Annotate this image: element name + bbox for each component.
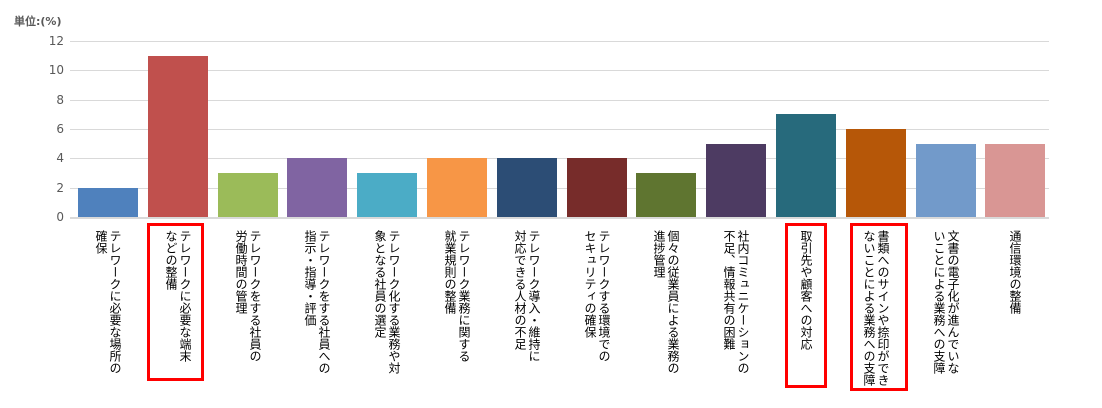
x-category-label: テレワークをする社員への 指示・指導・評価 [303, 230, 331, 374]
x-category-label: テレワークする環境での セキュリティの確保 [583, 230, 611, 362]
x-category-label: テレワーク導入・維持に 対応できる人材の不足 [513, 230, 541, 362]
gridline [70, 100, 1049, 101]
y-tick-label: 12 [48, 34, 64, 48]
gridline [70, 70, 1049, 71]
highlight-box [850, 223, 908, 391]
bar [427, 158, 487, 217]
bar [776, 114, 836, 217]
highlight-box [785, 223, 827, 388]
y-tick-label: 10 [48, 63, 64, 78]
gridline [70, 129, 1049, 130]
bar [985, 144, 1045, 217]
bar [706, 144, 766, 217]
x-category-label: 個々の従業員による業務の 進捗管理 [652, 230, 680, 374]
x-category-label: テレワークに必要な場所の 確保 [94, 230, 122, 374]
bar [846, 129, 906, 217]
x-category-label: テレワークに必要な端末 などの整備 [164, 230, 192, 362]
x-category-label: テレワークをする社員の 労働時間の管理 [234, 230, 262, 362]
bar [357, 173, 417, 217]
x-category-label: 文書の電子化が進んでいな いことによる業務への支障 [932, 230, 960, 374]
bar [497, 158, 557, 217]
bar [916, 144, 976, 217]
y-tick-label: 8 [56, 92, 64, 107]
bar [567, 158, 627, 217]
gridline [70, 41, 1049, 42]
bar [148, 56, 208, 217]
x-category-label: 社内コミュニケーションの 不足、情報共有の困難 [722, 230, 750, 374]
y-tick-label: 6 [56, 122, 64, 136]
x-category-label: テレワーク業務に関する 就業規則の整備 [443, 230, 471, 362]
bar [78, 188, 138, 217]
highlight-box [147, 223, 204, 381]
gridline [70, 217, 1049, 219]
y-tick-label: 4 [56, 151, 64, 166]
unit-label: 単位:(%) [14, 15, 62, 28]
x-category-label: 通信環境の整備 [1008, 230, 1022, 314]
gridline [70, 188, 1049, 189]
y-tick-label: 0 [56, 210, 64, 224]
x-category-label: テレワーク化する業務や対 象となる社員の選定 [373, 230, 401, 374]
x-category-label: 取引先や顧客への対応 [799, 230, 813, 350]
bar [636, 173, 696, 217]
x-category-label: 書類へのサインや捺印ができ ないことによる業務への支障 [862, 230, 890, 386]
y-tick-label: 2 [56, 180, 64, 195]
bar [218, 173, 278, 217]
bar [287, 158, 347, 217]
gridline [70, 158, 1049, 159]
